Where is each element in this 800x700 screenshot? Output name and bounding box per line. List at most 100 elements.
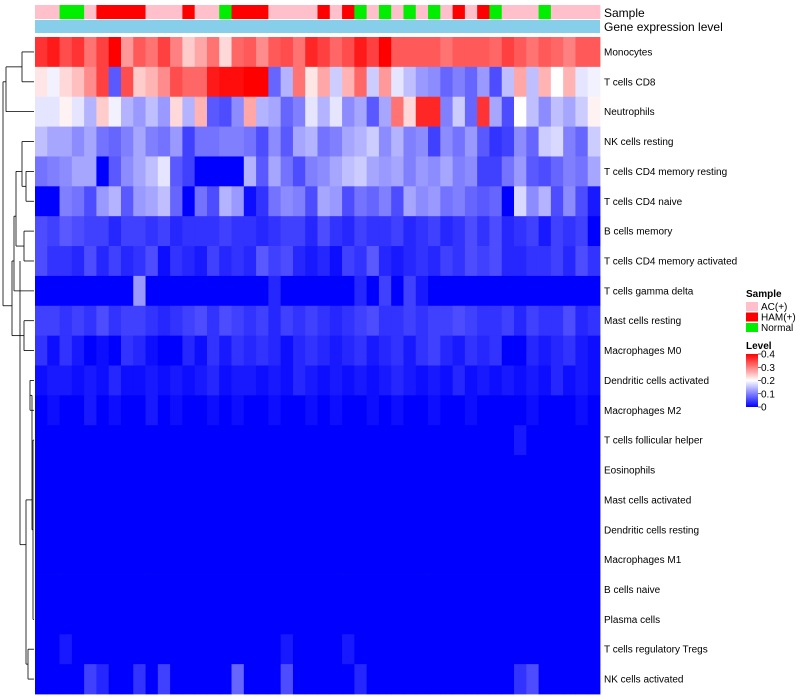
- heatmap-cell: [292, 305, 306, 337]
- heatmap-cell: [219, 305, 232, 337]
- heatmap-cell: [206, 275, 220, 307]
- level-legend-tick-label: 0.1: [761, 389, 775, 400]
- heatmap-cell: [145, 305, 159, 337]
- heatmap-cell: [35, 216, 48, 247]
- heatmap-cell: [96, 126, 110, 157]
- heatmap-cell: [550, 96, 564, 127]
- heatmap-cell: [587, 484, 601, 516]
- heatmap-cell: [108, 395, 122, 426]
- heatmap-cell: [35, 514, 48, 546]
- heatmap-cell: [464, 455, 478, 486]
- heatmap-cell: [378, 126, 392, 157]
- heatmap-cell: [268, 66, 282, 98]
- heatmap-cell: [96, 246, 110, 277]
- heatmap-cell: [526, 275, 539, 307]
- heatmap-cell: [256, 514, 269, 546]
- heatmap-cell: [378, 634, 392, 665]
- heatmap-cell: [71, 395, 85, 426]
- heatmap-cell: [538, 275, 552, 307]
- heatmap-cell: [415, 634, 429, 665]
- sample-annotation-cell: [243, 5, 257, 19]
- heatmap-cell: [452, 126, 466, 157]
- row-label: Dendritic cells resting: [604, 525, 699, 536]
- heatmap-cell: [219, 246, 232, 277]
- heatmap-cell: [428, 126, 441, 157]
- sample-annotation-cell: [342, 5, 355, 19]
- heatmap-cell: [268, 216, 282, 247]
- heatmap-cell: [538, 425, 552, 456]
- heatmap-cell: [501, 96, 515, 127]
- heatmap-cell: [550, 634, 564, 665]
- heatmap-cell: [575, 96, 589, 127]
- heatmap-cell: [59, 514, 73, 546]
- heatmap-cell: [133, 664, 146, 695]
- heatmap-cell: [415, 156, 429, 187]
- heatmap-cell: [182, 96, 196, 127]
- heatmap-cell: [231, 604, 245, 635]
- heatmap-cell: [440, 126, 454, 157]
- heatmap-cell: [71, 514, 85, 546]
- heatmap-cell: [231, 216, 245, 247]
- heatmap-cell: [243, 455, 257, 486]
- heatmap-cell: [342, 514, 355, 546]
- heatmap-cell: [538, 544, 552, 575]
- heatmap-cell: [145, 96, 159, 127]
- heatmap-cell: [243, 634, 257, 665]
- heatmap-cell: [133, 604, 146, 635]
- sample-annotation-cell: [403, 5, 417, 19]
- heatmap-cell: [268, 246, 282, 277]
- heatmap-cell: [71, 126, 85, 157]
- heatmap-cell: [268, 37, 282, 68]
- heatmap-cell: [477, 246, 490, 277]
- row-label: T cells CD4 memory activated: [604, 256, 737, 267]
- heatmap-cell: [587, 96, 601, 127]
- heatmap-cell: [428, 664, 441, 695]
- heatmap-cell: [378, 66, 392, 98]
- heatmap-cell: [477, 514, 490, 546]
- heatmap-cell: [378, 544, 392, 575]
- heatmap-cell: [342, 156, 355, 187]
- heatmap-cell: [587, 455, 601, 486]
- heatmap-cell: [366, 335, 380, 366]
- heatmap-cell: [268, 664, 282, 695]
- heatmap-cell: [305, 514, 318, 546]
- heatmap-cell: [329, 96, 343, 127]
- heatmap-cell: [403, 96, 417, 127]
- heatmap-cell: [550, 186, 564, 217]
- heatmap-cell: [378, 574, 392, 605]
- heatmap-cell: [243, 186, 257, 217]
- heatmap-cell: [268, 514, 282, 546]
- heatmap-cell: [501, 66, 515, 98]
- heatmap-cell: [317, 425, 331, 456]
- row-label: T cells CD8: [604, 77, 656, 88]
- heatmap-cell: [526, 216, 539, 247]
- heatmap-cell: [403, 544, 417, 575]
- heatmap-cell: [84, 156, 97, 187]
- sample-track-label: Sample: [604, 6, 645, 20]
- heatmap-cell: [428, 574, 441, 605]
- heatmap-cell: [108, 246, 122, 277]
- heatmap-cell: [194, 484, 208, 516]
- heatmap-cell: [145, 604, 159, 635]
- heatmap-cell: [157, 216, 171, 247]
- heatmap-cell: [194, 634, 208, 665]
- heatmap-cell: [231, 484, 245, 516]
- heatmap-cell: [514, 126, 527, 157]
- heatmap-cell: [35, 126, 48, 157]
- heatmap-cell: [305, 335, 318, 366]
- heatmap-cell: [550, 216, 564, 247]
- heatmap-cell: [366, 305, 380, 337]
- heatmap-cell: [354, 664, 368, 695]
- heatmap-cell: [317, 514, 331, 546]
- heatmap-cell: [501, 126, 515, 157]
- heatmap-cell: [133, 544, 146, 575]
- heatmap-cell: [587, 335, 601, 366]
- sample-legend-label: AC(+): [761, 302, 787, 313]
- heatmap-cell: [366, 96, 380, 127]
- heatmap-cell: [243, 96, 257, 127]
- heatmap-cell: [120, 395, 134, 426]
- heatmap-cell: [391, 425, 404, 456]
- heatmap-cell: [120, 425, 134, 456]
- heatmap-cell: [452, 96, 466, 127]
- sample-annotation-cell: [587, 5, 601, 19]
